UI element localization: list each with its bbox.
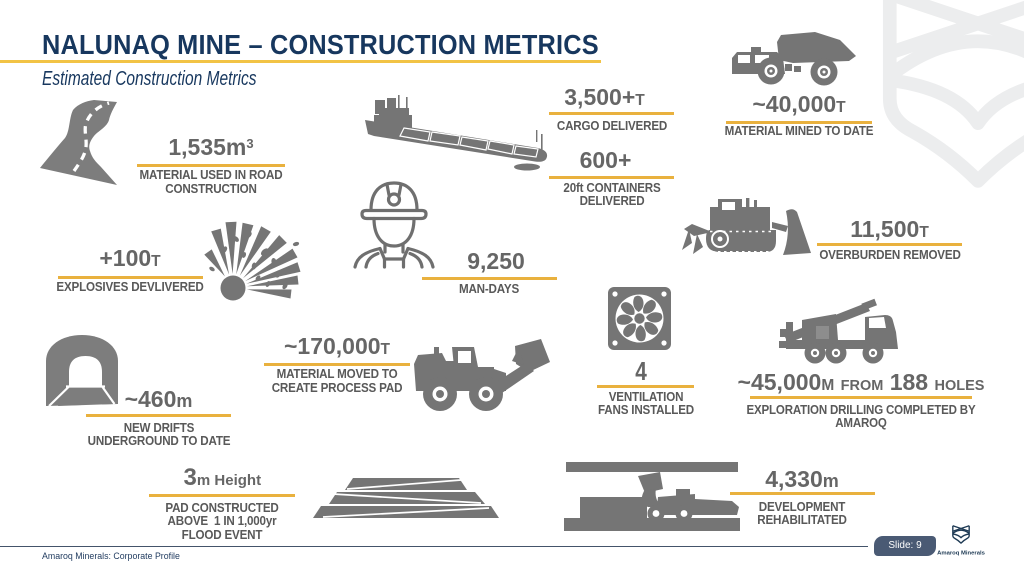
svg-text:Amaroq Minerals: Amaroq Minerals <box>937 551 986 557</box>
